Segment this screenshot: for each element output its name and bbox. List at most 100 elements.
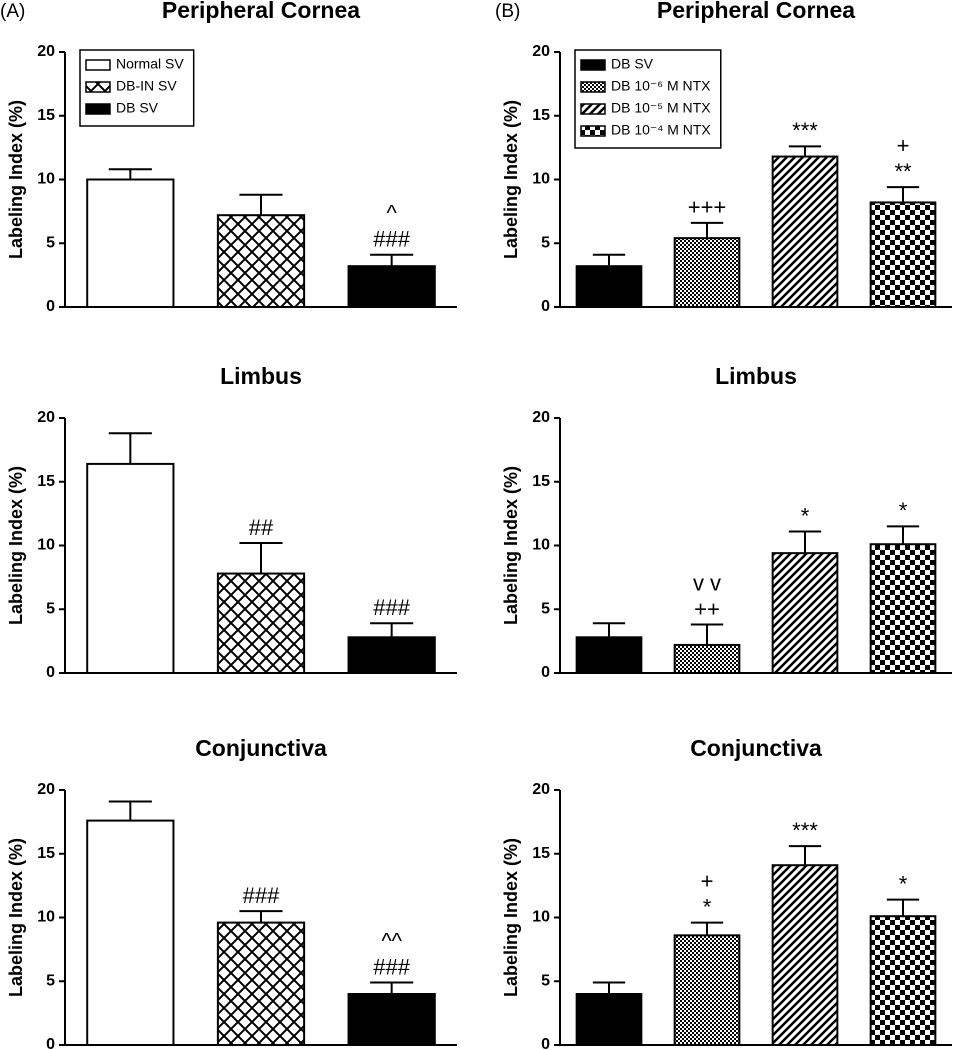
legend-label: DB 10⁻⁶ M NTX bbox=[611, 78, 711, 94]
legend-label: Normal SV bbox=[116, 56, 184, 72]
y-tick-label: 20 bbox=[532, 43, 550, 60]
annotation: + bbox=[701, 868, 714, 893]
panel-label: (A) bbox=[0, 1, 25, 22]
bar bbox=[347, 265, 436, 309]
y-tick-label: 10 bbox=[37, 171, 55, 188]
annotation: v v bbox=[693, 570, 721, 595]
bar bbox=[86, 178, 175, 308]
annotation: * bbox=[899, 498, 908, 523]
y-axis-label: Labeling Index (%) bbox=[6, 100, 26, 259]
annotation: +++ bbox=[688, 195, 727, 220]
y-tick-label: 5 bbox=[541, 234, 550, 251]
chart-title: Limbus bbox=[220, 363, 302, 389]
annotation: ** bbox=[894, 159, 912, 184]
y-tick-label: 20 bbox=[532, 409, 550, 426]
bar bbox=[673, 643, 741, 675]
bar bbox=[673, 237, 741, 308]
y-tick-label: 5 bbox=[541, 972, 550, 989]
legend-swatch bbox=[85, 81, 111, 93]
y-tick-label: 15 bbox=[532, 845, 550, 862]
bar bbox=[673, 934, 741, 1046]
y-tick-label: 10 bbox=[532, 537, 550, 554]
y-tick-label: 15 bbox=[532, 473, 550, 490]
y-axis-label: Labeling Index (%) bbox=[501, 838, 521, 997]
bar bbox=[771, 552, 839, 675]
legend-label: DB 10⁻⁴ M NTX bbox=[611, 122, 711, 138]
bar bbox=[869, 201, 937, 308]
legend-label: DB SV bbox=[116, 100, 159, 116]
annotation: ### bbox=[373, 595, 410, 620]
y-tick-label: 5 bbox=[46, 600, 55, 617]
annotation: * bbox=[703, 894, 712, 919]
panel: (B) Peripheral Cornea Labeling Index (%) 0 5… bbox=[495, 0, 952, 315]
legend-swatch bbox=[580, 59, 606, 71]
chart-title: Conjunctiva bbox=[690, 735, 822, 761]
y-axis-label: Labeling Index (%) bbox=[501, 466, 521, 625]
bar bbox=[575, 993, 643, 1046]
y-tick-label: 15 bbox=[37, 107, 55, 124]
bar bbox=[216, 572, 306, 674]
y-axis-label: Labeling Index (%) bbox=[6, 466, 26, 625]
annotation: + bbox=[897, 133, 910, 158]
legend: Normal SV DB-IN SV DB SV bbox=[79, 49, 195, 127]
bar bbox=[86, 462, 175, 674]
panel: Conjunctiva Labeling Index (%) 0 5 10 15 20 ###… bbox=[6, 735, 457, 1050]
y-tick-label: 10 bbox=[37, 909, 55, 926]
y-tick-label: 15 bbox=[37, 473, 55, 490]
annotation: ++ bbox=[694, 596, 720, 621]
y-tick-label: 5 bbox=[46, 972, 55, 989]
bar bbox=[771, 864, 839, 1046]
bar bbox=[869, 543, 937, 674]
bar bbox=[347, 636, 436, 674]
y-tick-label: 5 bbox=[46, 234, 55, 251]
bar bbox=[771, 155, 839, 308]
legend-label: DB-IN SV bbox=[116, 78, 177, 94]
y-tick-label: 0 bbox=[46, 664, 55, 681]
panel: Limbus Labeling Index (%) 0 5 10 15 20 v v++ * * bbox=[501, 363, 952, 681]
y-tick-label: 10 bbox=[532, 909, 550, 926]
y-tick-label: 5 bbox=[541, 600, 550, 617]
legend: DB SV DB 10⁻⁶ M NTX DB 10⁻⁵ M NTX DB 10⁻⁴ M… bbox=[574, 49, 722, 149]
legend-label: DB SV bbox=[611, 56, 654, 72]
annotation: * bbox=[899, 871, 908, 896]
y-tick-label: 0 bbox=[46, 298, 55, 315]
panel-label: (B) bbox=[495, 1, 520, 22]
bar bbox=[216, 214, 306, 308]
y-tick-label: 0 bbox=[541, 1036, 550, 1050]
bar bbox=[869, 915, 937, 1046]
legend-swatch bbox=[85, 103, 111, 115]
y-tick-label: 0 bbox=[541, 664, 550, 681]
y-tick-label: 15 bbox=[37, 845, 55, 862]
y-tick-label: 15 bbox=[532, 107, 550, 124]
chart-title: Peripheral Cornea bbox=[162, 0, 360, 23]
legend-swatch bbox=[580, 81, 606, 93]
y-axis-label: Labeling Index (%) bbox=[501, 100, 521, 259]
annotation: ## bbox=[249, 515, 274, 540]
y-tick-label: 0 bbox=[541, 298, 550, 315]
annotation: *** bbox=[792, 818, 818, 843]
bar bbox=[575, 265, 643, 309]
bar bbox=[575, 636, 643, 674]
legend-swatch bbox=[580, 103, 606, 115]
y-tick-label: 10 bbox=[532, 171, 550, 188]
y-tick-label: 0 bbox=[46, 1036, 55, 1050]
legend-swatch bbox=[85, 59, 111, 71]
panel: (A) Peripheral Cornea Labeling Index (%) 0 5… bbox=[0, 0, 457, 315]
chart-title: Peripheral Cornea bbox=[657, 0, 855, 23]
bar bbox=[216, 921, 306, 1046]
annotation: * bbox=[801, 503, 810, 528]
legend-swatch bbox=[580, 125, 606, 137]
chart-title: Conjunctiva bbox=[195, 735, 327, 761]
bar bbox=[86, 819, 175, 1046]
y-tick-label: 20 bbox=[37, 43, 55, 60]
annotation: *** bbox=[792, 118, 818, 143]
y-tick-label: 20 bbox=[532, 781, 550, 798]
y-tick-label: 20 bbox=[37, 781, 55, 798]
annotation: ^ bbox=[387, 201, 398, 226]
y-axis-label: Labeling Index (%) bbox=[6, 838, 26, 997]
chart-title: Limbus bbox=[715, 363, 797, 389]
y-tick-label: 20 bbox=[37, 409, 55, 426]
